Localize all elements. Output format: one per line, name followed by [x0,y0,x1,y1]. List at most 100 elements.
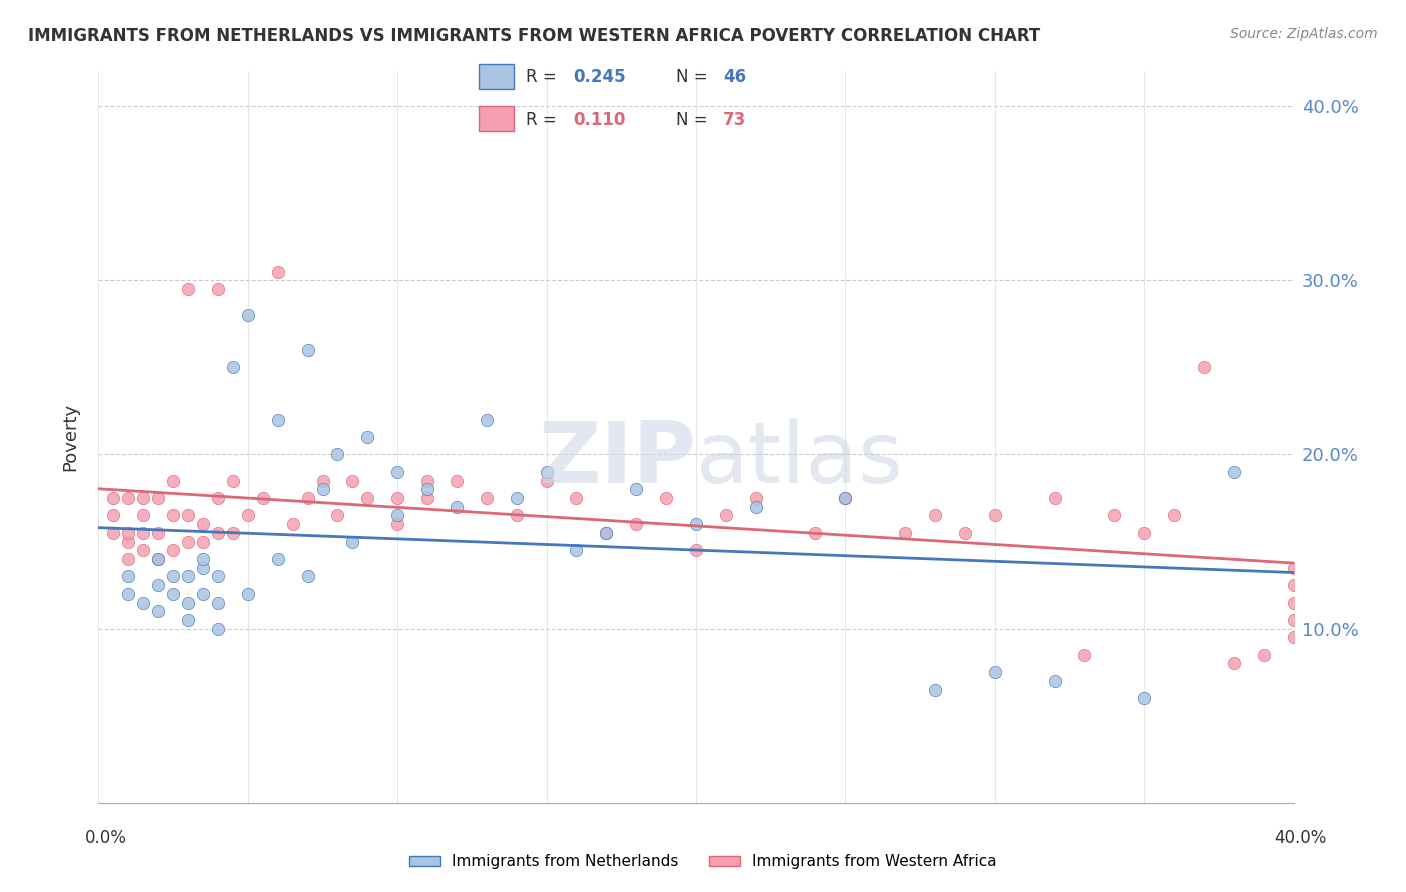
Point [103,508,125,523]
Point [1223,465,1246,479]
Y-axis label: Poverty: Poverty [62,403,80,471]
Point [1253,648,1275,662]
Point [685,543,707,558]
Point [191,560,214,574]
Point [191,517,214,532]
Point [1104,508,1126,523]
Point [326,448,349,462]
Point [177,569,200,583]
Point [356,491,378,505]
Point [595,525,617,540]
Point [148,491,170,505]
Point [117,587,139,601]
Text: R =: R = [526,111,562,128]
Point [1163,508,1185,523]
Point [536,474,558,488]
Point [356,430,378,444]
Point [924,508,946,523]
Point [117,552,139,566]
Point [148,604,170,618]
Point [626,517,648,532]
Point [207,569,229,583]
Point [281,517,304,532]
Point [132,525,155,540]
Point [177,282,200,296]
Point [207,622,229,636]
Point [1282,631,1305,645]
Point [506,508,529,523]
Point [834,491,856,505]
Point [311,483,333,497]
Point [252,491,274,505]
Point [655,491,678,505]
Point [1223,657,1246,671]
Point [117,525,139,540]
Point [565,543,588,558]
Legend: Immigrants from Netherlands, Immigrants from Western Africa: Immigrants from Netherlands, Immigrants … [404,848,1002,875]
Point [475,491,498,505]
Point [1133,691,1156,706]
Point [177,534,200,549]
Text: 0.245: 0.245 [574,69,626,87]
Point [103,525,125,540]
Point [1133,525,1156,540]
Point [267,552,290,566]
Point [132,508,155,523]
Point [162,569,184,583]
Point [117,491,139,505]
Point [236,587,259,601]
Text: 40.0%: 40.0% [1274,829,1327,847]
Point [162,543,184,558]
Point [595,525,617,540]
Point [311,474,333,488]
Point [117,534,139,549]
Text: N =: N = [676,111,713,128]
Text: 0.0%: 0.0% [84,829,127,847]
Point [475,412,498,426]
Point [191,534,214,549]
Point [1282,613,1305,627]
Point [385,508,409,523]
Point [207,595,229,609]
Point [1282,595,1305,609]
Point [953,525,976,540]
Point [132,543,155,558]
Point [342,534,364,549]
Point [267,265,290,279]
Point [117,569,139,583]
Point [1282,560,1305,574]
Point [207,491,229,505]
Text: R =: R = [526,69,562,87]
Point [1282,578,1305,592]
Text: atlas: atlas [696,417,904,500]
Point [162,474,184,488]
Point [834,491,856,505]
Point [416,474,439,488]
Text: N =: N = [676,69,713,87]
Text: Source: ZipAtlas.com: Source: ZipAtlas.com [1230,27,1378,41]
Point [506,491,529,505]
Point [162,587,184,601]
Point [385,491,409,505]
Point [342,474,364,488]
Text: 0.110: 0.110 [574,111,626,128]
Point [1043,491,1066,505]
Point [207,525,229,540]
Point [267,412,290,426]
Point [1192,360,1215,375]
Point [685,517,707,532]
Point [446,500,468,514]
Point [191,552,214,566]
Point [177,595,200,609]
Point [984,508,1007,523]
Point [148,525,170,540]
Point [297,491,319,505]
Point [103,491,125,505]
Point [626,483,648,497]
Text: IMMIGRANTS FROM NETHERLANDS VS IMMIGRANTS FROM WESTERN AFRICA POVERTY CORRELATIO: IMMIGRANTS FROM NETHERLANDS VS IMMIGRANT… [28,27,1040,45]
Point [177,508,200,523]
Point [162,508,184,523]
Point [236,508,259,523]
FancyBboxPatch shape [479,106,515,131]
Point [326,508,349,523]
